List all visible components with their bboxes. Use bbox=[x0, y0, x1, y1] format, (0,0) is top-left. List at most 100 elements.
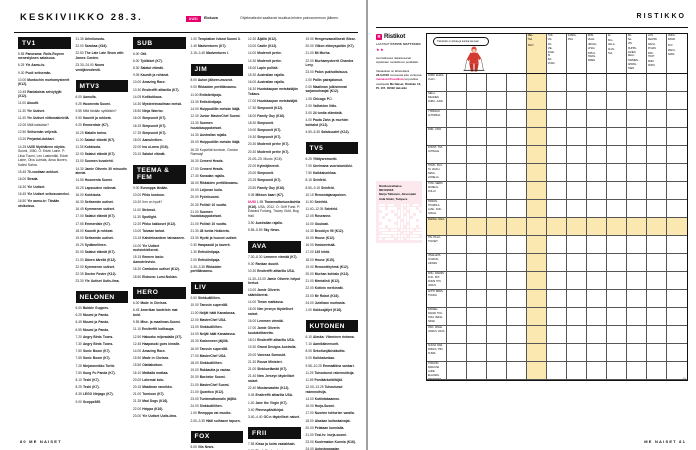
crossword-answer-cell[interactable] bbox=[487, 326, 507, 344]
crossword-answer-cell[interactable] bbox=[547, 326, 567, 344]
crossword-answer-cell[interactable] bbox=[507, 200, 527, 218]
crossword-answer-cell[interactable] bbox=[567, 182, 587, 200]
crossword-answer-cell[interactable] bbox=[587, 74, 607, 92]
crossword-answer-cell[interactable] bbox=[647, 128, 667, 146]
crossword-answer-cell[interactable] bbox=[527, 146, 547, 164]
crossword-answer-cell[interactable] bbox=[627, 254, 647, 272]
crossword-answer-cell[interactable] bbox=[467, 200, 487, 218]
crossword-clue-cell[interactable]: MANNA- NAUL bbox=[427, 218, 447, 236]
crossword-answer-cell[interactable] bbox=[527, 110, 547, 128]
crossword-answer-cell[interactable] bbox=[547, 272, 567, 290]
crossword-answer-cell[interactable] bbox=[527, 272, 547, 290]
crossword-clue-cell[interactable]: VINALLETA VOJAKSI- LIIKKEN bbox=[427, 254, 447, 272]
crossword-answer-cell[interactable] bbox=[547, 110, 567, 128]
crossword-answer-cell[interactable] bbox=[487, 308, 507, 326]
crossword-answer-cell[interactable] bbox=[467, 218, 487, 236]
crossword-answer-cell[interactable] bbox=[667, 164, 687, 182]
crossword-clue-cell[interactable]: TORUON- RANJUNA LAINE ELLANAS- RESTOKSIA bbox=[427, 362, 447, 380]
crossword-answer-cell[interactable] bbox=[507, 164, 527, 182]
crossword-clue-cell[interactable]: RON- VALIA URUAC- LIHAA KIPUA- TAVAS- SIDEN bbox=[586, 34, 607, 74]
crossword-answer-cell[interactable] bbox=[507, 326, 527, 344]
website-link-path[interactable]: osallistu bbox=[391, 77, 404, 82]
crossword-answer-cell[interactable] bbox=[647, 344, 667, 362]
crossword-answer-cell[interactable] bbox=[587, 200, 607, 218]
crossword-answer-cell[interactable] bbox=[567, 272, 587, 290]
crossword-clue-cell[interactable]: ROR- USTA bbox=[427, 128, 447, 146]
channel-header-jim[interactable]: JIM bbox=[190, 63, 243, 76]
crossword-answer-cell[interactable] bbox=[587, 272, 607, 290]
crossword-answer-cell[interactable] bbox=[587, 146, 607, 164]
crossword-clue-cell[interactable]: RANSEL- RAUPA TOU- TAKA VEINA- SIDAK bbox=[427, 308, 447, 326]
crossword-clue-cell[interactable]: ROU- RANSIN KUU- SKT- RUUM TIHI- VAKUS bbox=[427, 272, 447, 290]
channel-header-frii[interactable]: FRII bbox=[248, 427, 301, 440]
crossword-answer-cell[interactable] bbox=[507, 146, 527, 164]
crossword-answer-cell[interactable] bbox=[667, 146, 687, 164]
crossword-answer-cell[interactable] bbox=[547, 236, 567, 254]
crossword-answer-cell[interactable] bbox=[627, 362, 647, 380]
crossword-answer-cell[interactable] bbox=[527, 200, 547, 218]
crossword-clue-cell[interactable]: TUK- VIA KO- VIE- KAAK- SI KO- VUMA bbox=[546, 34, 567, 74]
crossword-answer-cell[interactable] bbox=[607, 272, 627, 290]
crossword-answer-cell[interactable] bbox=[607, 92, 627, 110]
crossword-answer-cell[interactable] bbox=[467, 74, 487, 92]
crossword-answer-cell[interactable] bbox=[647, 362, 667, 380]
crossword-answer-cell[interactable] bbox=[447, 290, 467, 308]
crossword-answer-cell[interactable] bbox=[507, 110, 527, 128]
crossword-answer-cell[interactable] bbox=[667, 110, 687, 128]
crossword-answer-cell[interactable] bbox=[447, 272, 467, 290]
crossword-answer-cell[interactable] bbox=[567, 218, 587, 236]
crossword-answer-cell[interactable] bbox=[447, 110, 467, 128]
crossword-answer-cell[interactable] bbox=[647, 200, 667, 218]
crossword-answer-cell[interactable] bbox=[627, 182, 647, 200]
crossword-answer-cell[interactable] bbox=[567, 200, 587, 218]
crossword-answer-cell[interactable] bbox=[587, 254, 607, 272]
crossword-answer-cell[interactable] bbox=[467, 146, 487, 164]
crossword-answer-cell[interactable] bbox=[607, 200, 627, 218]
crossword-answer-cell[interactable] bbox=[487, 164, 507, 182]
crossword-answer-cell[interactable] bbox=[507, 272, 527, 290]
crossword-answer-cell[interactable] bbox=[547, 218, 567, 236]
crossword-answer-cell[interactable] bbox=[587, 110, 607, 128]
crossword-answer-cell[interactable] bbox=[547, 74, 567, 92]
crossword-answer-cell[interactable] bbox=[547, 92, 567, 110]
channel-header-teema-fem[interactable]: TEEMA & FEM bbox=[133, 164, 186, 184]
crossword-answer-cell[interactable] bbox=[667, 128, 687, 146]
channel-header-kutonen[interactable]: KUTONEN bbox=[305, 320, 358, 333]
crossword-answer-cell[interactable] bbox=[627, 272, 647, 290]
crossword-answer-cell[interactable] bbox=[647, 146, 667, 164]
crossword-clue-cell[interactable]: VAIKA- RANKI KUI! MAKU- SARA bbox=[666, 34, 687, 74]
crossword-answer-cell[interactable] bbox=[487, 146, 507, 164]
crossword-answer-cell[interactable] bbox=[467, 308, 487, 326]
crossword-answer-cell[interactable] bbox=[607, 236, 627, 254]
crossword-answer-cell[interactable] bbox=[567, 92, 587, 110]
crossword-answer-cell[interactable] bbox=[627, 344, 647, 362]
crossword-answer-cell[interactable] bbox=[527, 164, 547, 182]
crossword-answer-cell[interactable] bbox=[667, 254, 687, 272]
crossword-clue-cell[interactable]: TONI- SERRI MATELIA- POLLU bbox=[427, 182, 447, 200]
crossword-answer-cell[interactable] bbox=[607, 344, 627, 362]
crossword-answer-cell[interactable] bbox=[567, 128, 587, 146]
crossword-answer-cell[interactable] bbox=[587, 326, 607, 344]
crossword-answer-cell[interactable] bbox=[567, 290, 587, 308]
crossword-answer-cell[interactable] bbox=[667, 92, 687, 110]
crossword-answer-cell[interactable] bbox=[567, 362, 587, 380]
crossword-answer-cell[interactable] bbox=[607, 218, 627, 236]
crossword-answer-cell[interactable] bbox=[647, 254, 667, 272]
channel-header-mtv3[interactable]: MTV3 bbox=[75, 80, 128, 93]
crossword-answer-cell[interactable] bbox=[447, 182, 467, 200]
crossword-answer-cell[interactable] bbox=[547, 362, 567, 380]
crossword-answer-cell[interactable] bbox=[467, 164, 487, 182]
crossword-answer-cell[interactable] bbox=[487, 236, 507, 254]
crossword-answer-cell[interactable] bbox=[567, 74, 587, 92]
channel-header-tv5[interactable]: TV5 bbox=[305, 142, 358, 155]
channel-header-ava[interactable]: AVA bbox=[248, 240, 301, 253]
crossword-answer-cell[interactable] bbox=[647, 110, 667, 128]
crossword-answer-cell[interactable] bbox=[627, 92, 647, 110]
crossword-answer-cell[interactable] bbox=[507, 254, 527, 272]
crossword-answer-cell[interactable] bbox=[447, 128, 467, 146]
channel-header-tv1[interactable]: TV1 bbox=[18, 37, 71, 49]
crossword-answer-cell[interactable] bbox=[627, 326, 647, 344]
crossword-answer-cell[interactable] bbox=[607, 146, 627, 164]
crossword-answer-cell[interactable] bbox=[627, 236, 647, 254]
crossword-answer-cell[interactable] bbox=[627, 218, 647, 236]
